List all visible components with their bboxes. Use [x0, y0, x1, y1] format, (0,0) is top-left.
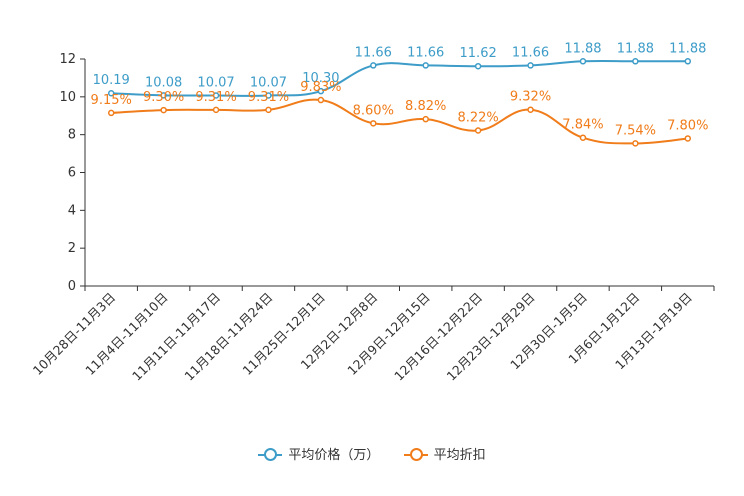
- data-point: [527, 62, 534, 69]
- data-point: [160, 106, 167, 114]
- data-label: 9.31%: [195, 90, 236, 105]
- data-label: 9.83%: [300, 80, 341, 95]
- data-label: 7.80%: [667, 118, 708, 133]
- data-point: [317, 96, 325, 104]
- y-tick-label: 6: [68, 166, 76, 181]
- data-point: [579, 58, 587, 65]
- data-point: [160, 92, 167, 99]
- data-label: 9.31%: [248, 90, 289, 105]
- y-tick-label: 8: [68, 128, 76, 143]
- data-point: [212, 106, 220, 114]
- data-label: 11.88: [617, 41, 654, 56]
- data-label: 11.66: [407, 45, 444, 60]
- data-point: [422, 62, 429, 69]
- data-label: 10.08: [145, 75, 182, 90]
- legend-discount-marker: [403, 447, 428, 461]
- data-point: [474, 127, 482, 134]
- data-label: 7.54%: [615, 123, 656, 138]
- data-label: 9.30%: [143, 90, 184, 105]
- y-tick-label: 12: [59, 52, 76, 67]
- data-point: [527, 106, 534, 113]
- data-point: [422, 115, 429, 123]
- data-label: 8.60%: [353, 103, 394, 118]
- data-point: [107, 109, 115, 117]
- x-tick-label: 11月18日-11月24日: [181, 290, 275, 384]
- chart-legend: 平均价格（万） 平均折扣: [0, 444, 744, 465]
- y-tick-label: 0: [68, 279, 76, 294]
- line-chart: 02468101210月28日-11月3日11月4日-11月10日11月11日-…: [30, 41, 715, 384]
- data-point: [474, 62, 482, 70]
- data-label: 10.30: [302, 71, 339, 86]
- data-label: 11.62: [460, 46, 497, 61]
- data-label: 10.07: [250, 76, 287, 91]
- data-point: [632, 140, 639, 147]
- data-label: 10.07: [197, 76, 234, 91]
- data-label: 8.82%: [405, 99, 446, 114]
- data-point: [632, 58, 639, 65]
- data-label: 7.84%: [562, 118, 603, 133]
- y-tick-label: 10: [59, 90, 76, 105]
- legend-price-marker: [258, 447, 283, 461]
- data-label: 9.15%: [91, 93, 132, 108]
- series-line-0: [111, 59, 688, 97]
- data-point: [265, 92, 272, 99]
- x-tick-label: 12月23日-12月29日: [444, 290, 538, 384]
- data-point: [370, 120, 377, 127]
- y-tick-label: 4: [68, 203, 76, 218]
- data-point: [684, 135, 692, 142]
- data-label: 10.19: [93, 73, 130, 88]
- data-point: [212, 92, 220, 99]
- data-label: 11.66: [355, 45, 392, 60]
- legend-item-price[interactable]: 平均价格（万）: [258, 444, 379, 463]
- data-point: [684, 58, 692, 65]
- y-tick-label: 2: [68, 241, 76, 256]
- data-point: [317, 87, 325, 95]
- data-point: [265, 106, 272, 114]
- legend-price-label: 平均价格（万）: [288, 448, 380, 463]
- data-point: [370, 62, 377, 69]
- legend-discount-label: 平均折扣: [433, 448, 486, 463]
- data-label: 8.22%: [457, 111, 498, 126]
- data-label: 11.88: [669, 41, 706, 56]
- x-tick-label: 12月16日-12月22日: [391, 290, 485, 384]
- data-label: 9.32%: [510, 90, 551, 105]
- x-tick-label: 11月11日-11月17日: [129, 290, 223, 384]
- data-label: 11.66: [512, 45, 549, 60]
- data-label: 11.88: [564, 41, 601, 56]
- data-point: [579, 134, 587, 141]
- legend-item-discount[interactable]: 平均折扣: [403, 444, 486, 463]
- data-point: [107, 89, 115, 97]
